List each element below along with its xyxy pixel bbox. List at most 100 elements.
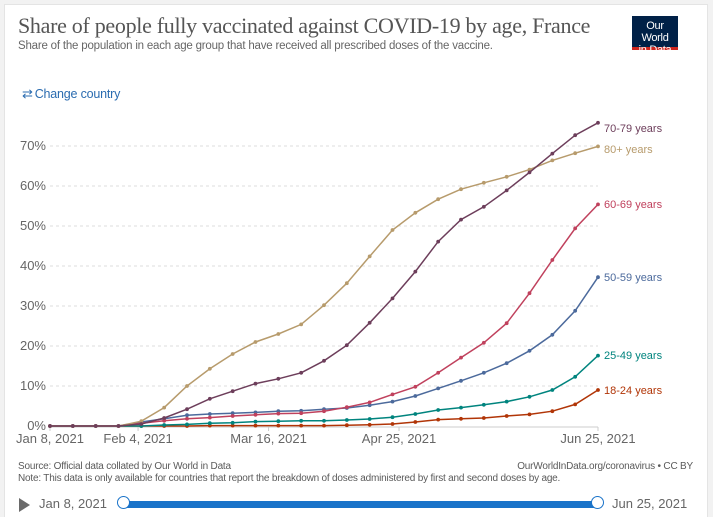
data-point[interactable] — [436, 239, 441, 244]
data-point[interactable] — [413, 420, 418, 424]
timeline-start-handle[interactable] — [117, 496, 130, 509]
data-point[interactable] — [230, 352, 235, 356]
data-point[interactable] — [139, 419, 144, 424]
data-point[interactable] — [550, 409, 555, 414]
data-point[interactable] — [344, 281, 349, 286]
data-point[interactable] — [344, 418, 349, 422]
data-point[interactable] — [344, 423, 349, 428]
series-label[interactable]: 80+ years — [604, 144, 653, 156]
play-icon[interactable] — [19, 498, 30, 512]
data-point[interactable] — [527, 291, 532, 296]
data-point[interactable] — [436, 417, 441, 422]
data-point[interactable] — [436, 408, 441, 412]
data-point[interactable] — [367, 417, 372, 421]
data-point[interactable] — [207, 412, 212, 416]
data-point[interactable] — [299, 370, 304, 375]
data-point[interactable] — [504, 188, 509, 193]
data-point[interactable] — [504, 414, 509, 418]
data-point[interactable] — [230, 420, 235, 425]
data-point[interactable] — [413, 384, 418, 389]
data-point[interactable] — [276, 423, 281, 428]
data-point[interactable] — [230, 411, 235, 416]
data-point[interactable] — [481, 204, 486, 209]
data-point[interactable] — [527, 170, 532, 175]
data-point[interactable] — [70, 424, 75, 428]
series-60-69-years[interactable] — [48, 202, 600, 428]
series-label[interactable]: 25-49 years — [604, 350, 663, 362]
data-point[interactable] — [459, 378, 463, 383]
data-point[interactable] — [573, 226, 578, 231]
data-point[interactable] — [322, 358, 326, 363]
series-label[interactable]: 60-69 years — [604, 199, 663, 211]
data-point[interactable] — [390, 415, 395, 420]
series-label[interactable]: 50-59 years — [604, 272, 663, 284]
data-point[interactable] — [459, 217, 463, 222]
data-point[interactable] — [390, 228, 395, 232]
data-point[interactable] — [162, 416, 167, 420]
data-point[interactable] — [367, 254, 372, 259]
data-point[interactable] — [299, 418, 304, 423]
data-point[interactable] — [481, 416, 486, 420]
data-point[interactable] — [322, 303, 326, 308]
data-point[interactable] — [139, 422, 144, 426]
credit-link[interactable]: OurWorldInData.org/coronavirus • CC BY — [517, 461, 693, 472]
data-point[interactable] — [276, 332, 281, 336]
data-point[interactable] — [185, 422, 189, 427]
data-point[interactable] — [116, 424, 121, 428]
data-point[interactable] — [504, 321, 509, 326]
data-point[interactable] — [93, 424, 98, 428]
data-point[interactable] — [436, 370, 441, 375]
data-point[interactable] — [573, 151, 578, 156]
data-point[interactable] — [550, 388, 555, 392]
data-point[interactable] — [459, 405, 463, 410]
data-point[interactable] — [413, 210, 418, 215]
data-point[interactable] — [253, 419, 258, 424]
data-point[interactable] — [48, 424, 52, 428]
data-point[interactable] — [367, 403, 372, 408]
data-point[interactable] — [207, 366, 212, 371]
data-point[interactable] — [459, 416, 463, 421]
data-point[interactable] — [322, 423, 326, 428]
series-line[interactable] — [50, 276, 599, 427]
data-point[interactable] — [436, 197, 441, 202]
data-point[interactable] — [367, 422, 372, 427]
data-point[interactable] — [185, 384, 189, 388]
data-point[interactable] — [185, 407, 189, 412]
data-point[interactable] — [322, 409, 326, 414]
data-point[interactable] — [253, 381, 258, 386]
data-point[interactable] — [299, 411, 304, 416]
data-point[interactable] — [573, 133, 578, 138]
data-point[interactable] — [550, 158, 555, 163]
data-point[interactable] — [344, 405, 349, 410]
data-point[interactable] — [185, 416, 189, 421]
data-point[interactable] — [207, 415, 212, 420]
timeline-track[interactable] — [122, 501, 600, 508]
data-point[interactable] — [573, 308, 578, 313]
data-point[interactable] — [527, 394, 532, 399]
data-point[interactable] — [390, 392, 395, 397]
data-point[interactable] — [504, 399, 509, 404]
data-point[interactable] — [596, 144, 600, 149]
data-point[interactable] — [527, 167, 532, 172]
data-point[interactable] — [299, 322, 304, 327]
data-point[interactable] — [207, 396, 212, 401]
series-label[interactable]: 18-24 years — [604, 385, 663, 397]
data-point[interactable] — [527, 412, 532, 417]
data-point[interactable] — [481, 402, 486, 407]
data-point[interactable] — [527, 348, 532, 353]
change-country-button[interactable]: ⇄ Change country — [22, 86, 120, 102]
data-point[interactable] — [230, 423, 235, 428]
series-label[interactable]: 70-79 years — [604, 123, 663, 135]
series-line[interactable] — [50, 122, 599, 427]
data-point[interactable] — [390, 399, 395, 404]
data-point[interactable] — [413, 412, 418, 416]
series-50-59-years[interactable] — [48, 275, 600, 428]
data-point[interactable] — [253, 412, 258, 417]
data-point[interactable] — [459, 187, 463, 192]
series-80-years[interactable] — [48, 144, 600, 428]
data-point[interactable] — [481, 180, 486, 185]
data-point[interactable] — [207, 421, 212, 426]
timeline-end-handle[interactable] — [591, 496, 604, 509]
data-point[interactable] — [596, 353, 600, 358]
data-point[interactable] — [550, 332, 555, 337]
